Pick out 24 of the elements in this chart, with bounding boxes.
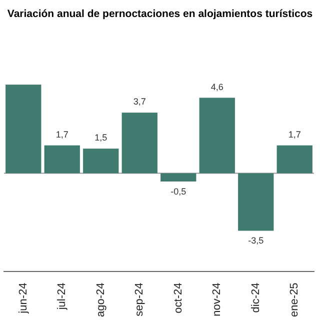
x-tick-label: ene-25: [288, 282, 301, 318]
x-tick-label: ago-24: [94, 282, 107, 318]
bar: [6, 84, 42, 174]
x-tick-label: jul-24: [56, 282, 68, 311]
data-label: 1,7: [288, 129, 301, 140]
data-label: -0,5: [170, 186, 186, 196]
x-tick-label: jun-24: [17, 282, 30, 314]
bar: [44, 145, 80, 174]
x-tick-label: sep-24: [134, 282, 146, 316]
x-tick-label: nov-24: [211, 282, 224, 316]
data-label: -3,5: [248, 236, 264, 246]
bar: [160, 173, 196, 182]
bar: [276, 145, 312, 174]
data-label: 3,7: [133, 96, 146, 107]
data-label: 1,5: [94, 132, 108, 143]
bar: [238, 173, 274, 231]
bar: [199, 98, 235, 174]
x-tick-label: oct-24: [172, 282, 184, 314]
data-label: 1,7: [56, 129, 68, 140]
bar: [83, 148, 119, 174]
chart-title: Variación anual de pernoctaciones en alojamientos turísticos: [6, 7, 314, 22]
x-tick-label: dic-24: [250, 282, 262, 313]
data-label: 4,6: [210, 82, 224, 92]
bar: [122, 112, 158, 174]
